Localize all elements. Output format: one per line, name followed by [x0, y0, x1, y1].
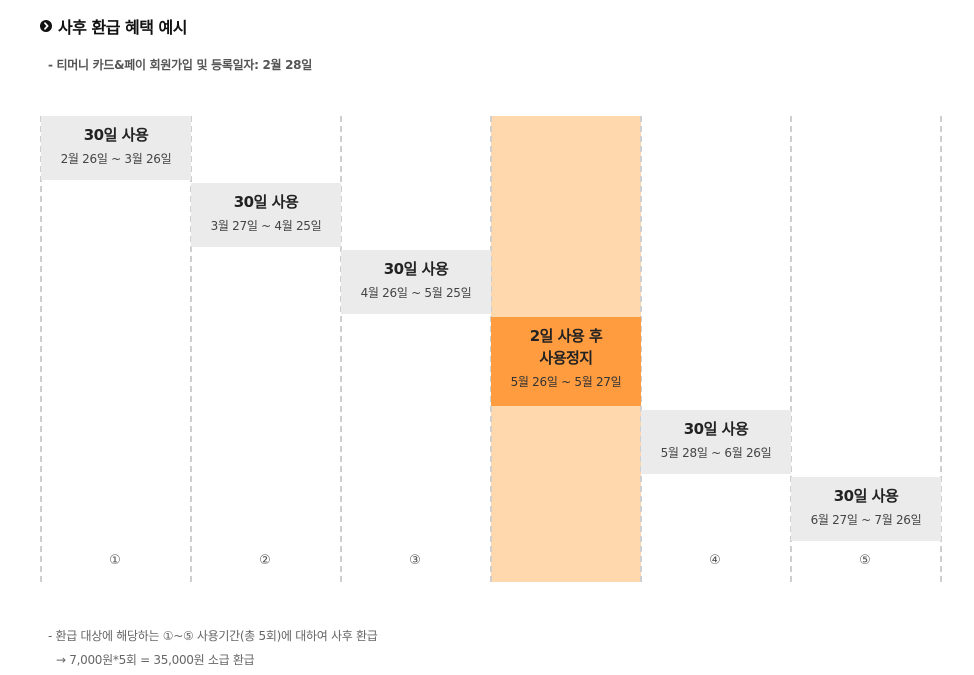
- period-number-5: ⑤: [859, 553, 871, 568]
- refund-timeline: 30일 사용 2월 26일 ~ 3월 26일 30일 사용 3월 27일 ~ 4…: [40, 116, 942, 582]
- suspension-label-line1: 2일 사용 후: [529, 327, 603, 345]
- divider-line: [40, 116, 42, 582]
- divider-line: [790, 116, 792, 582]
- usage-dates: 2월 26일 ~ 3월 26일: [60, 152, 172, 166]
- usage-label: 30일 사용: [683, 420, 749, 438]
- registration-date-note: - 티머니 카드&페이 회원가입 및 등록일자: 2월 28일: [48, 58, 312, 72]
- usage-label: 30일 사용: [233, 193, 299, 211]
- section-title: 사후 환급 혜택 예시: [58, 18, 187, 37]
- usage-dates: 4월 26일 ~ 5월 25일: [360, 286, 472, 300]
- period-number-1: ①: [109, 553, 121, 568]
- usage-label: 30일 사용: [83, 126, 149, 144]
- refund-note-line2: → 7,000원*5회 = 35,000원 소급 환급: [56, 653, 255, 667]
- chevron-right-icon: [40, 20, 52, 32]
- usage-label: 30일 사용: [383, 260, 449, 278]
- divider-line: [940, 116, 942, 582]
- suspension-dates: 5월 26일 ~ 5월 27일: [510, 375, 622, 389]
- refund-note-line1: - 환급 대상에 해당하는 ①~⑤ 사용기간(총 5회)에 대하여 사후 환급: [48, 629, 378, 643]
- divider-line: [190, 116, 192, 582]
- divider-line: [340, 116, 342, 582]
- period-number-3: ③: [409, 553, 421, 568]
- divider-line: [640, 116, 642, 582]
- period-number-4: ④: [709, 553, 721, 568]
- section-heading: 사후 환급 혜택 예시: [40, 14, 187, 38]
- usage-label: 30일 사용: [833, 487, 899, 505]
- usage-dates: 6월 27일 ~ 7월 26일: [810, 513, 922, 527]
- suspension-label-line2: 사용정지: [539, 349, 593, 367]
- usage-period-box-4: 30일 사용 5월 28일 ~ 6월 26일: [641, 410, 791, 474]
- usage-period-box-5: 30일 사용 6월 27일 ~ 7월 26일: [791, 477, 941, 541]
- refund-notes: - 환급 대상에 해당하는 ①~⑤ 사용기간(총 5회)에 대하여 사후 환급 …: [48, 624, 378, 672]
- usage-dates: 5월 28일 ~ 6월 26일: [660, 446, 772, 460]
- period-number-2: ②: [259, 553, 271, 568]
- usage-period-box-3: 30일 사용 4월 26일 ~ 5월 25일: [341, 250, 491, 314]
- usage-period-box-2: 30일 사용 3월 27일 ~ 4월 25일: [191, 183, 341, 247]
- usage-period-box-1: 30일 사용 2월 26일 ~ 3월 26일: [41, 116, 191, 180]
- suspension-period-box: 2일 사용 후 사용정지 5월 26일 ~ 5월 27일: [491, 317, 641, 406]
- usage-dates: 3월 27일 ~ 4월 25일: [210, 219, 322, 233]
